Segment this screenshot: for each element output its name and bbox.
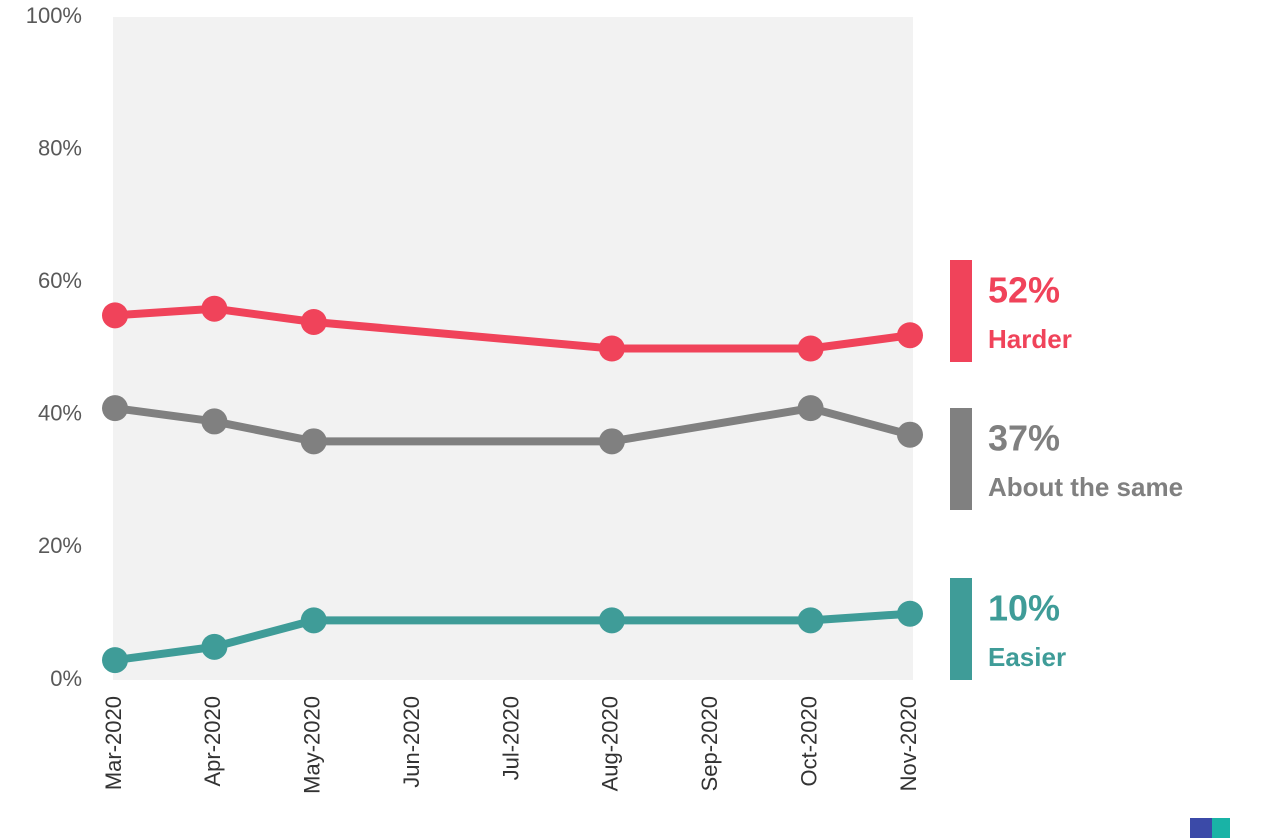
legend-bar — [950, 260, 972, 362]
x-tick-label: Mar-2020 — [101, 696, 126, 790]
point — [797, 607, 824, 634]
legend-label: About the same — [988, 472, 1183, 502]
y-tick-label: 40% — [38, 401, 82, 426]
end-value-label: 52% — [988, 270, 1060, 311]
x-tick-label: May-2020 — [300, 696, 325, 794]
end-value-label: 10% — [988, 588, 1060, 629]
end-value-label: 37% — [988, 418, 1060, 459]
y-tick-label: 20% — [38, 533, 82, 558]
point — [201, 408, 228, 435]
point — [201, 633, 228, 660]
y-tick-label: 80% — [38, 135, 82, 160]
legend-bar — [950, 408, 972, 510]
x-tick-label: Apr-2020 — [200, 696, 225, 787]
point — [201, 295, 228, 322]
point — [598, 607, 625, 634]
point — [897, 421, 923, 448]
point — [300, 607, 327, 634]
point — [102, 302, 128, 329]
y-tick-label: 100% — [26, 3, 82, 28]
point — [598, 428, 625, 455]
point — [300, 308, 327, 335]
x-tick-label: Jun-2020 — [399, 696, 424, 788]
x-tick-label: Aug-2020 — [598, 696, 623, 791]
series-line — [114, 404, 912, 446]
series-line — [114, 609, 911, 665]
legend-bar — [950, 578, 972, 680]
point — [797, 395, 824, 422]
y-tick-label: 60% — [38, 268, 82, 293]
point — [300, 428, 327, 455]
point — [102, 647, 128, 674]
point — [598, 335, 625, 362]
logo-accent — [1212, 818, 1230, 838]
legend-label: Harder — [988, 324, 1072, 354]
x-tick-label: Oct-2020 — [796, 696, 821, 787]
point — [102, 395, 128, 422]
point — [897, 322, 923, 349]
x-tick-label: Jul-2020 — [498, 696, 523, 780]
point — [797, 335, 824, 362]
point — [897, 600, 923, 627]
legend-label: Easier — [988, 642, 1066, 672]
x-tick-label: Nov-2020 — [896, 696, 921, 791]
x-tick-label: Sep-2020 — [697, 696, 722, 791]
y-tick-label: 0% — [50, 666, 82, 691]
series-line — [114, 304, 911, 353]
